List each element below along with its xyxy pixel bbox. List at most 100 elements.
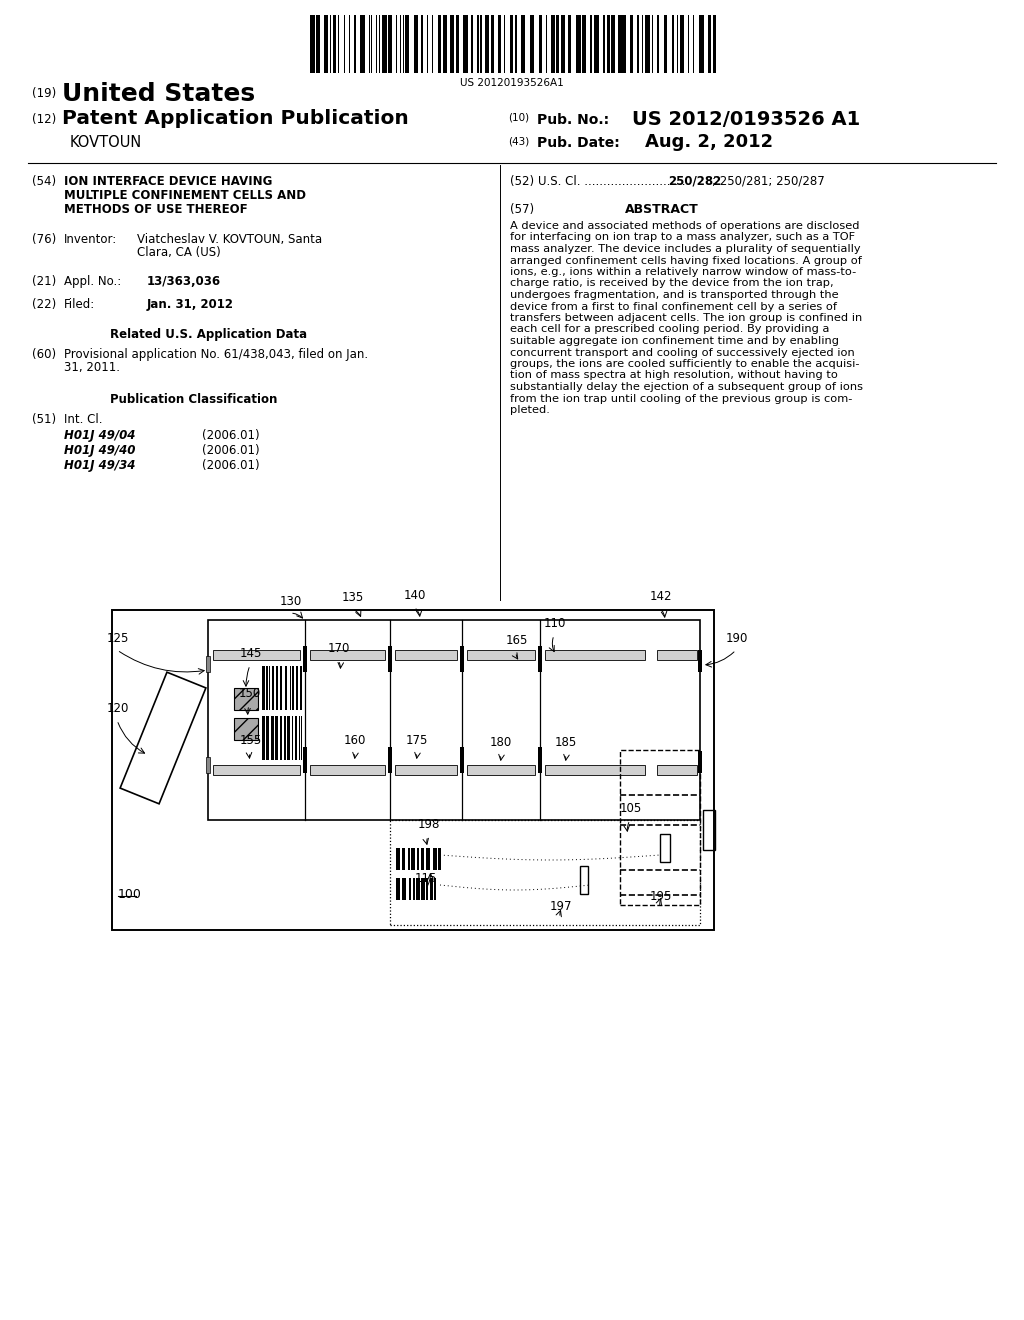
Bar bbox=[303, 747, 307, 774]
Bar bbox=[269, 667, 270, 710]
Text: ions, e.g., ions within a relatively narrow window of mass-to-: ions, e.g., ions within a relatively nar… bbox=[510, 267, 856, 277]
Bar bbox=[645, 15, 650, 73]
Bar bbox=[310, 15, 314, 73]
Bar bbox=[515, 15, 517, 73]
Bar bbox=[310, 766, 385, 775]
Text: (21): (21) bbox=[32, 275, 56, 288]
Text: (2006.01): (2006.01) bbox=[202, 459, 260, 473]
Bar bbox=[290, 667, 291, 710]
Text: US 2012/0193526 A1: US 2012/0193526 A1 bbox=[632, 110, 860, 129]
Text: transfers between adjacent cells. The ion group is confined in: transfers between adjacent cells. The io… bbox=[510, 313, 862, 323]
Bar bbox=[316, 15, 321, 73]
Bar bbox=[299, 715, 300, 760]
Bar bbox=[664, 15, 668, 73]
Text: (60): (60) bbox=[32, 348, 56, 360]
Text: Clara, CA (US): Clara, CA (US) bbox=[137, 246, 221, 259]
Bar bbox=[703, 810, 715, 850]
Text: METHODS OF USE THEREOF: METHODS OF USE THEREOF bbox=[63, 203, 248, 216]
Bar bbox=[594, 15, 599, 73]
Bar bbox=[262, 667, 265, 710]
Text: 142: 142 bbox=[650, 590, 673, 603]
Bar bbox=[680, 15, 684, 73]
Text: 31, 2011.: 31, 2011. bbox=[63, 360, 120, 374]
Text: Patent Application Publication: Patent Application Publication bbox=[62, 110, 409, 128]
Text: (2006.01): (2006.01) bbox=[202, 444, 260, 457]
Text: suitable aggregate ion confinement time and by enabling: suitable aggregate ion confinement time … bbox=[510, 337, 839, 346]
Bar bbox=[657, 766, 697, 775]
Bar bbox=[417, 847, 419, 870]
Text: ABSTRACT: ABSTRACT bbox=[625, 203, 698, 216]
Text: 110: 110 bbox=[544, 616, 566, 630]
Text: MULTIPLE CONFINEMENT CELLS AND: MULTIPLE CONFINEMENT CELLS AND bbox=[63, 189, 306, 202]
Text: 175: 175 bbox=[406, 734, 428, 747]
Bar bbox=[413, 878, 415, 900]
Bar bbox=[301, 715, 302, 760]
Bar bbox=[657, 15, 659, 73]
Text: 105: 105 bbox=[620, 803, 642, 814]
Text: Provisional application No. 61/438,043, filed on Jan.: Provisional application No. 61/438,043, … bbox=[63, 348, 368, 360]
Text: (10): (10) bbox=[508, 114, 529, 123]
Bar bbox=[480, 15, 482, 73]
Bar bbox=[443, 15, 446, 73]
Text: 130: 130 bbox=[280, 595, 302, 609]
Bar bbox=[529, 15, 535, 73]
Bar bbox=[577, 15, 581, 73]
Bar bbox=[477, 15, 478, 73]
Bar bbox=[310, 649, 385, 660]
Text: Pub. No.:: Pub. No.: bbox=[537, 114, 609, 127]
Text: U.S. Cl. ...........................: U.S. Cl. ........................... bbox=[538, 176, 689, 187]
Text: 100: 100 bbox=[118, 888, 142, 902]
Bar bbox=[388, 15, 392, 73]
Bar bbox=[266, 715, 268, 760]
Text: 150: 150 bbox=[239, 686, 261, 700]
Text: 13/363,036: 13/363,036 bbox=[147, 275, 221, 288]
Text: 120: 120 bbox=[106, 702, 129, 715]
Text: Filed:: Filed: bbox=[63, 298, 95, 312]
Text: (43): (43) bbox=[508, 136, 529, 147]
Text: Aug. 2, 2012: Aug. 2, 2012 bbox=[645, 133, 773, 150]
Bar bbox=[404, 15, 410, 73]
Bar bbox=[545, 649, 645, 660]
Bar bbox=[281, 667, 283, 710]
Text: arranged confinement cells having fixed locations. A group of: arranged confinement cells having fixed … bbox=[510, 256, 862, 265]
Text: 250/282: 250/282 bbox=[668, 176, 721, 187]
Bar bbox=[713, 15, 717, 73]
Text: 170: 170 bbox=[328, 642, 350, 655]
Bar bbox=[699, 15, 703, 73]
Text: for interfacing on ion trap to a mass analyzer, such as a TOF: for interfacing on ion trap to a mass an… bbox=[510, 232, 855, 243]
Bar bbox=[408, 847, 410, 870]
Bar bbox=[642, 15, 643, 73]
Text: (19): (19) bbox=[32, 87, 56, 100]
Bar bbox=[492, 15, 494, 73]
Text: concurrent transport and cooling of successively ejected ion: concurrent transport and cooling of succ… bbox=[510, 347, 855, 358]
Text: groups, the ions are cooled sufficiently to enable the acquisi-: groups, the ions are cooled sufficiently… bbox=[510, 359, 859, 370]
Bar bbox=[280, 715, 282, 760]
Text: (22): (22) bbox=[32, 298, 56, 312]
Text: (2006.01): (2006.01) bbox=[202, 429, 260, 442]
Bar bbox=[603, 15, 605, 73]
Bar bbox=[402, 878, 406, 900]
Text: 145: 145 bbox=[240, 647, 262, 660]
Bar bbox=[395, 766, 457, 775]
Bar bbox=[607, 15, 609, 73]
Bar bbox=[437, 15, 441, 73]
Text: H01J 49/04: H01J 49/04 bbox=[63, 429, 135, 442]
Bar bbox=[292, 715, 293, 760]
Bar bbox=[388, 747, 392, 774]
Bar bbox=[434, 878, 435, 900]
Text: (54): (54) bbox=[32, 176, 56, 187]
Text: 135: 135 bbox=[342, 591, 365, 605]
Bar bbox=[271, 667, 273, 710]
Bar bbox=[556, 15, 559, 73]
Bar bbox=[467, 649, 535, 660]
Text: 165: 165 bbox=[506, 634, 528, 647]
Bar bbox=[421, 15, 423, 73]
Bar bbox=[582, 15, 586, 73]
Bar bbox=[262, 715, 265, 760]
Bar bbox=[396, 878, 399, 900]
Text: 125: 125 bbox=[106, 632, 129, 645]
Bar bbox=[568, 15, 571, 73]
Bar bbox=[438, 847, 440, 870]
Bar bbox=[426, 878, 427, 900]
Bar bbox=[293, 667, 294, 710]
